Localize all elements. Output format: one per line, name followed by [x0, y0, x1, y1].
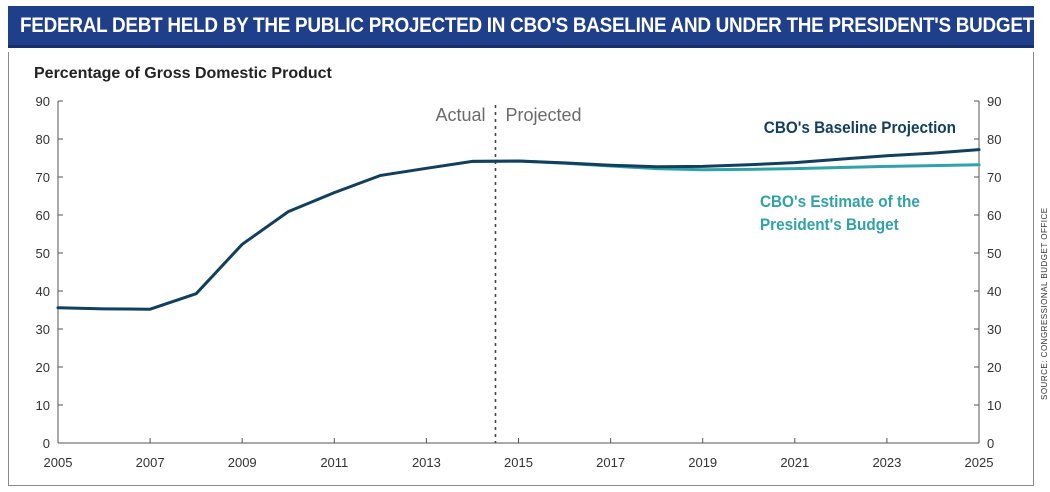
y-tick-label-left: 90 — [36, 94, 50, 109]
y-tick-label-right: 90 — [987, 94, 1001, 109]
y-tick-label-right: 40 — [987, 284, 1001, 299]
y-tick-label-left: 10 — [36, 398, 50, 413]
y-tick-label-right: 10 — [987, 398, 1001, 413]
source-note: SOURCE: CONGRESSIONAL BUDGET OFFICE — [1040, 207, 1049, 400]
presidents-budget-series-label: CBO's Estimate of the — [760, 192, 920, 211]
y-tick-label-right: 0 — [987, 436, 994, 451]
baseline-projection-line — [56, 148, 981, 311]
y-tick-label-right: 50 — [987, 246, 1001, 261]
x-tick-label: 2005 — [44, 455, 73, 470]
y-tick-label-right: 30 — [987, 322, 1001, 337]
x-tick-label: 2007 — [136, 455, 165, 470]
x-tick-label: 2013 — [412, 455, 441, 470]
y-tick-label-left: 60 — [36, 208, 50, 223]
baseline-series-label: CBO's Baseline Projection — [764, 118, 956, 137]
x-tick-label: 2009 — [228, 455, 257, 470]
y-axis-label: Percentage of Gross Domestic Product — [34, 65, 333, 82]
x-tick-label: 2017 — [596, 455, 625, 470]
y-tick-label-left: 50 — [36, 246, 50, 261]
y-tick-label-left: 80 — [36, 132, 50, 147]
chart-title: FEDERAL DEBT HELD BY THE PUBLIC PROJECTE… — [20, 13, 1034, 37]
title-bar: FEDERAL DEBT HELD BY THE PUBLIC PROJECTE… — [8, 6, 1034, 48]
y-tick-label-left: 0 — [43, 436, 50, 451]
x-tick-label: 2023 — [872, 455, 901, 470]
x-tick-label: 2021 — [780, 455, 809, 470]
y-tick-label-left: 30 — [36, 322, 50, 337]
projected-label: Projected — [505, 105, 581, 125]
y-tick-label-right: 20 — [987, 360, 1001, 375]
presidents-budget-series-label: President's Budget — [760, 215, 899, 234]
actual-label: Actual — [435, 105, 485, 125]
y-tick-label-right: 60 — [987, 208, 1001, 223]
x-tick-label: 2019 — [688, 455, 717, 470]
y-tick-label-left: 20 — [36, 360, 50, 375]
x-tick-label: 2011 — [320, 455, 348, 470]
y-tick-label-left: 70 — [36, 170, 50, 185]
y-tick-label-left: 40 — [36, 284, 50, 299]
chart-frame — [8, 52, 1034, 486]
x-tick-label: 2015 — [504, 455, 533, 470]
y-tick-label-right: 70 — [987, 170, 1001, 185]
y-tick-label-right: 80 — [987, 132, 1001, 147]
x-tick-label: 2025 — [965, 455, 994, 470]
